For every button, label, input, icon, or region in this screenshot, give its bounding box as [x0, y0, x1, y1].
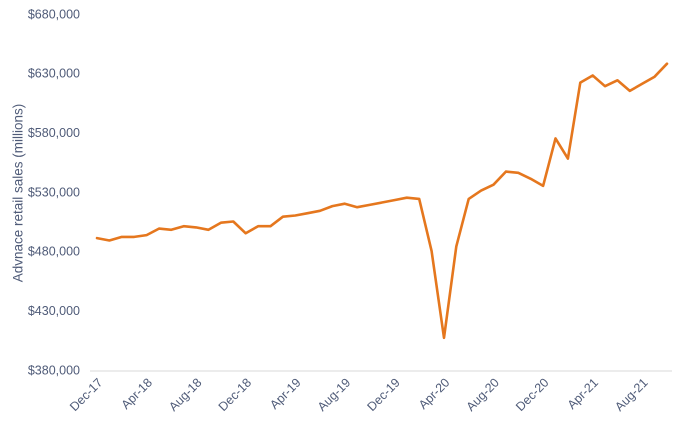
x-tick-label: Aug-21: [612, 376, 650, 414]
y-tick-label: $630,000: [28, 67, 80, 81]
y-tick-label: $430,000: [28, 304, 80, 318]
y-tick-label: $680,000: [28, 7, 80, 21]
x-tick-label: Dec-17: [67, 376, 105, 414]
x-tick-label: Dec-18: [216, 376, 254, 414]
x-tick-label: Aug-18: [166, 376, 204, 414]
y-tick-label: $480,000: [28, 245, 80, 259]
x-tick-label: Dec-19: [364, 376, 402, 414]
y-axis-label: Advnace retail sales (millions): [11, 104, 26, 283]
x-tick-label: Apr-20: [416, 376, 452, 412]
x-tick-label: Apr-18: [119, 376, 155, 412]
x-tick-label: Aug-19: [315, 376, 353, 414]
x-tick-label: Apr-21: [565, 376, 601, 412]
line-series: [95, 62, 669, 340]
y-tick-label: $580,000: [28, 126, 80, 140]
y-tick-label: $380,000: [28, 363, 80, 377]
x-tick-label: Dec-20: [513, 376, 551, 414]
x-tick-label: Apr-19: [267, 376, 303, 412]
x-tick-label: Aug-20: [464, 376, 502, 414]
y-tick-label: $530,000: [28, 185, 80, 199]
